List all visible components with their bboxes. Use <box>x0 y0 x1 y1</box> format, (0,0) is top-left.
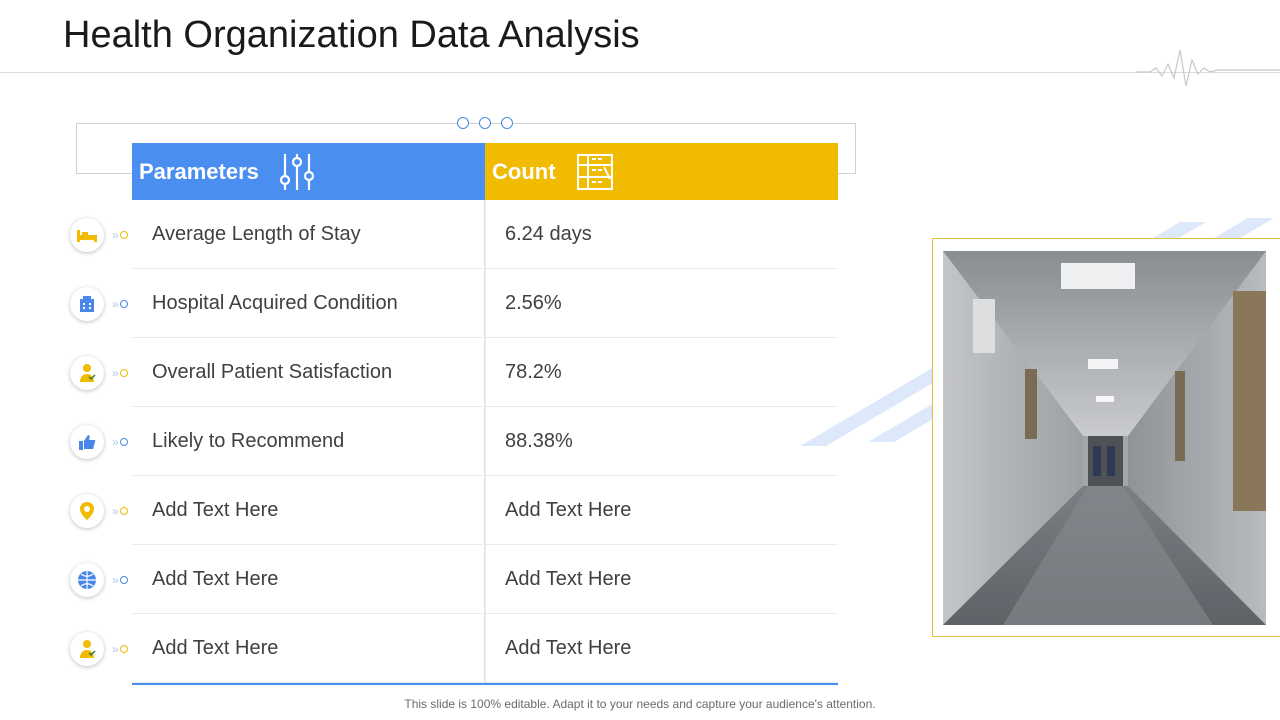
title-divider <box>0 72 1280 73</box>
chevrons-icon: » <box>112 505 128 517</box>
parameter-cell: Overall Patient Satisfaction <box>152 361 393 383</box>
location-pin-icon <box>70 494 104 528</box>
table-row: » Overall Patient Satisfaction 78.2% <box>70 338 838 407</box>
count-cell: Add Text Here <box>505 499 632 521</box>
sliders-icon <box>279 152 315 192</box>
heartbeat-line-icon <box>1136 49 1280 87</box>
footer-note: This slide is 100% editable. Adapt it to… <box>404 697 876 711</box>
parameter-cell: Add Text Here <box>152 568 279 590</box>
row-separator <box>132 475 838 476</box>
chevrons-icon: » <box>112 436 128 448</box>
row-separator <box>132 337 838 338</box>
doctor-icon <box>70 356 104 390</box>
parameter-cell: Likely to Recommend <box>152 430 345 452</box>
globe-icon <box>70 563 104 597</box>
table-row: » Add Text Here Add Text Here <box>70 614 838 683</box>
table-row: » Likely to Recommend 88.38% <box>70 407 838 476</box>
table-row: » Add Text Here Add Text Here <box>70 545 838 614</box>
chevrons-icon: » <box>112 574 128 586</box>
header-dots <box>457 117 513 129</box>
thumbs-up-icon <box>70 425 104 459</box>
chevrons-icon: » <box>112 298 128 310</box>
chevrons-icon: » <box>112 229 128 241</box>
table-bottom-line <box>132 683 838 685</box>
parameter-cell: Average Length of Stay <box>152 223 361 245</box>
parameter-cell: Add Text Here <box>152 637 279 659</box>
table-row: » Add Text Here Add Text Here <box>70 476 838 545</box>
count-cell: 2.56% <box>505 292 562 314</box>
parameters-header: Parameters <box>132 143 485 200</box>
hospital-building-icon <box>70 287 104 321</box>
count-cell: 88.38% <box>505 430 573 452</box>
counter-board-icon <box>576 153 614 191</box>
parameters-header-label: Parameters <box>139 158 259 184</box>
count-cell: Add Text Here <box>505 568 632 590</box>
bed-icon <box>70 218 104 252</box>
row-separator <box>132 544 838 545</box>
count-cell: 6.24 days <box>505 223 592 245</box>
row-separator <box>132 268 838 269</box>
count-header-label: Count <box>492 158 556 184</box>
row-separator <box>132 406 838 407</box>
table-row: » Average Length of Stay 6.24 days <box>70 200 838 269</box>
count-cell: 78.2% <box>505 361 562 383</box>
page-title: Health Organization Data Analysis <box>63 14 640 56</box>
hospital-corridor-image <box>943 251 1266 625</box>
parameter-cell: Add Text Here <box>152 499 279 521</box>
doctor-icon <box>70 632 104 666</box>
chevrons-icon: » <box>112 367 128 379</box>
count-cell: Add Text Here <box>505 637 632 659</box>
count-header: Count <box>485 143 838 200</box>
table-row: » Hospital Acquired Condition 2.56% <box>70 269 838 338</box>
chevrons-icon: » <box>112 643 128 655</box>
row-separator <box>132 682 838 683</box>
parameter-cell: Hospital Acquired Condition <box>152 292 398 314</box>
column-divider <box>484 200 486 685</box>
row-separator <box>132 613 838 614</box>
